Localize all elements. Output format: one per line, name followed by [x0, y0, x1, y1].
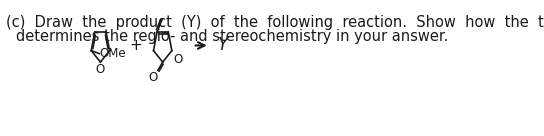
Text: Y: Y	[218, 36, 228, 55]
Text: determines the regio- and stereochemistry in your answer.: determines the regio- and stereochemistr…	[16, 29, 448, 44]
Text: +: +	[129, 38, 142, 53]
Text: OMe: OMe	[100, 47, 126, 60]
Text: (c)  Draw  the  product  (Y)  of  the  following  reaction.  Show  how  the  tra: (c) Draw the product (Y) of the followin…	[6, 15, 544, 30]
Text: O: O	[96, 63, 105, 76]
Text: O: O	[173, 53, 182, 66]
Text: O: O	[148, 71, 157, 84]
